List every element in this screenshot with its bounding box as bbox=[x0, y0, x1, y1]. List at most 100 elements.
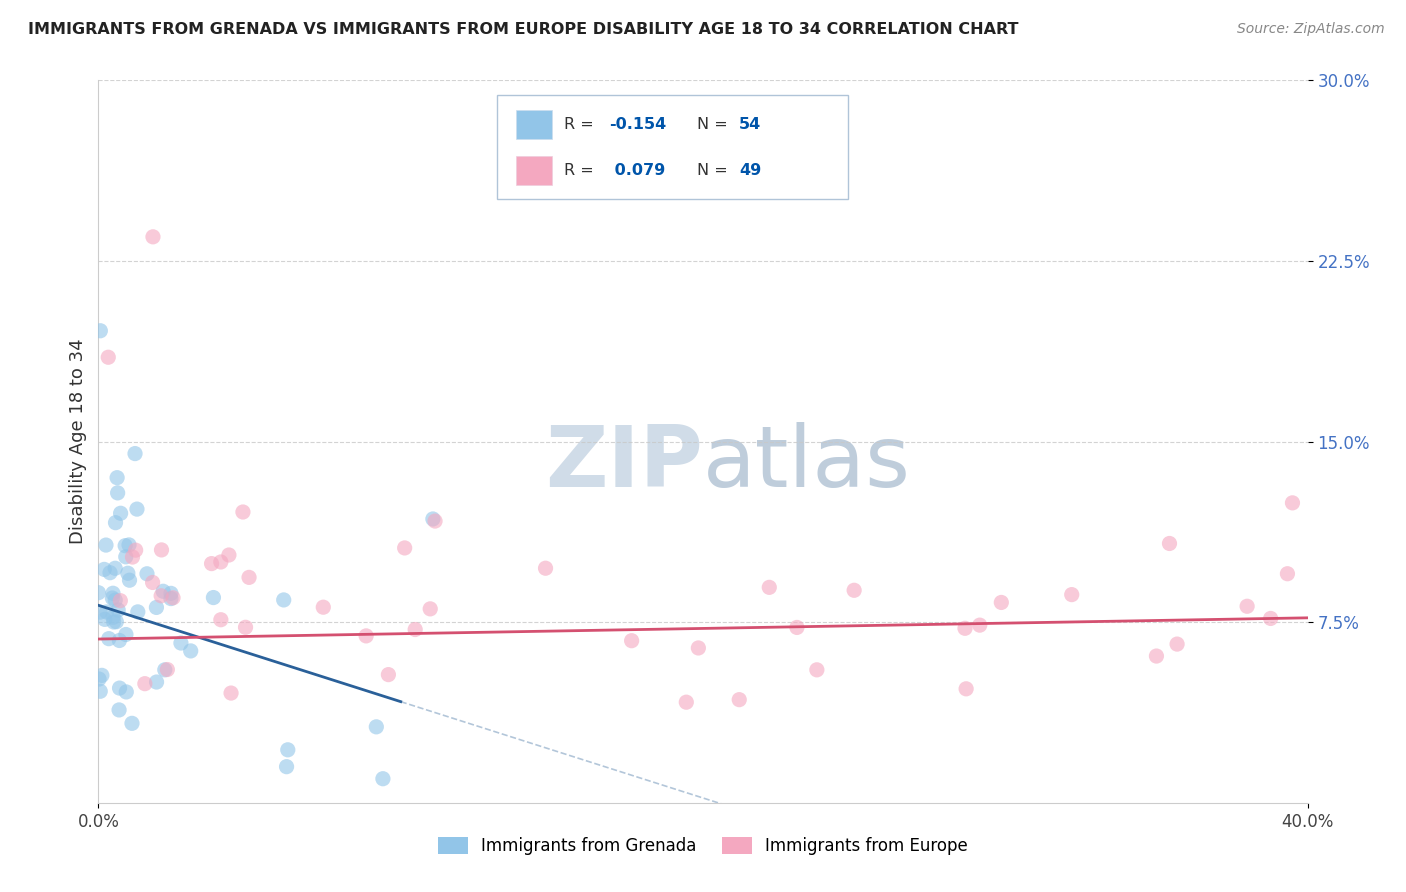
Point bbox=[110, 593, 132, 607]
Point bbox=[180, 644, 202, 658]
Point bbox=[108, 681, 131, 695]
Point bbox=[969, 618, 991, 632]
Point bbox=[156, 663, 179, 677]
Point bbox=[620, 633, 643, 648]
Text: 49: 49 bbox=[740, 162, 762, 178]
Point bbox=[136, 566, 159, 581]
Point bbox=[419, 602, 441, 616]
Legend: Immigrants from Grenada, Immigrants from Europe: Immigrants from Grenada, Immigrants from… bbox=[430, 829, 976, 863]
Point bbox=[218, 548, 240, 562]
Point bbox=[394, 541, 416, 555]
Point bbox=[89, 605, 111, 619]
Point bbox=[97, 632, 120, 646]
Point bbox=[103, 615, 125, 629]
Point bbox=[202, 591, 225, 605]
Point bbox=[232, 505, 254, 519]
Point bbox=[114, 539, 136, 553]
Point bbox=[105, 470, 128, 484]
Point bbox=[422, 512, 444, 526]
Point bbox=[110, 506, 132, 520]
Point bbox=[806, 663, 828, 677]
Text: ZIP: ZIP bbox=[546, 422, 703, 505]
Point bbox=[96, 605, 118, 619]
Point bbox=[101, 586, 124, 600]
Point bbox=[953, 621, 976, 635]
Point bbox=[94, 612, 117, 626]
Text: Source: ZipAtlas.com: Source: ZipAtlas.com bbox=[1237, 22, 1385, 37]
Text: R =: R = bbox=[564, 162, 599, 178]
Point bbox=[105, 615, 128, 629]
FancyBboxPatch shape bbox=[516, 156, 551, 185]
FancyBboxPatch shape bbox=[516, 110, 551, 138]
Point bbox=[89, 684, 111, 698]
Point bbox=[118, 573, 141, 587]
Point bbox=[1144, 648, 1167, 663]
Point bbox=[1281, 496, 1303, 510]
Point bbox=[150, 542, 173, 557]
Point bbox=[955, 681, 977, 696]
Point bbox=[273, 593, 295, 607]
Point bbox=[121, 549, 143, 564]
Point bbox=[1060, 588, 1083, 602]
Point bbox=[377, 667, 399, 681]
Point bbox=[235, 620, 257, 634]
Y-axis label: Disability Age 18 to 34: Disability Age 18 to 34 bbox=[69, 339, 87, 544]
Point bbox=[107, 603, 129, 617]
Point bbox=[87, 585, 110, 599]
Point bbox=[1166, 637, 1188, 651]
Text: -0.154: -0.154 bbox=[609, 117, 666, 131]
Point bbox=[200, 557, 222, 571]
Point bbox=[87, 672, 110, 686]
Point bbox=[145, 675, 167, 690]
Point bbox=[104, 593, 127, 607]
Point bbox=[108, 703, 131, 717]
Text: R =: R = bbox=[564, 117, 599, 131]
Point bbox=[115, 627, 138, 641]
Point bbox=[990, 595, 1012, 609]
Point bbox=[125, 502, 148, 516]
Point bbox=[688, 640, 710, 655]
Point bbox=[786, 620, 808, 634]
Point bbox=[219, 686, 242, 700]
Point bbox=[209, 613, 232, 627]
Point bbox=[121, 716, 143, 731]
Point bbox=[150, 589, 173, 603]
Point bbox=[844, 583, 866, 598]
Point bbox=[276, 760, 298, 774]
Text: IMMIGRANTS FROM GRENADA VS IMMIGRANTS FROM EUROPE DISABILITY AGE 18 TO 34 CORREL: IMMIGRANTS FROM GRENADA VS IMMIGRANTS FR… bbox=[28, 22, 1018, 37]
Point bbox=[170, 636, 193, 650]
Point bbox=[104, 561, 127, 575]
Point bbox=[94, 538, 117, 552]
Point bbox=[145, 600, 167, 615]
Point bbox=[142, 230, 165, 244]
Point bbox=[534, 561, 557, 575]
Point bbox=[134, 676, 156, 690]
Point bbox=[277, 743, 299, 757]
Point bbox=[118, 538, 141, 552]
Point bbox=[1236, 599, 1258, 614]
Point bbox=[371, 772, 394, 786]
Point bbox=[152, 584, 174, 599]
Point bbox=[89, 324, 111, 338]
Point bbox=[238, 570, 260, 584]
Point bbox=[160, 586, 183, 600]
Point bbox=[209, 555, 232, 569]
Point bbox=[675, 695, 697, 709]
Point bbox=[404, 623, 426, 637]
Point bbox=[107, 486, 129, 500]
Text: 54: 54 bbox=[740, 117, 762, 131]
Point bbox=[97, 350, 120, 364]
Point bbox=[115, 685, 138, 699]
Point bbox=[354, 629, 377, 643]
Point bbox=[160, 591, 183, 606]
Point bbox=[1260, 611, 1282, 625]
Text: N =: N = bbox=[697, 162, 733, 178]
Point bbox=[104, 516, 127, 530]
Point bbox=[142, 575, 165, 590]
Point bbox=[124, 446, 146, 460]
Point bbox=[124, 543, 146, 558]
Point bbox=[93, 562, 115, 576]
Point bbox=[90, 668, 112, 682]
FancyBboxPatch shape bbox=[498, 95, 848, 200]
Point bbox=[114, 549, 136, 564]
